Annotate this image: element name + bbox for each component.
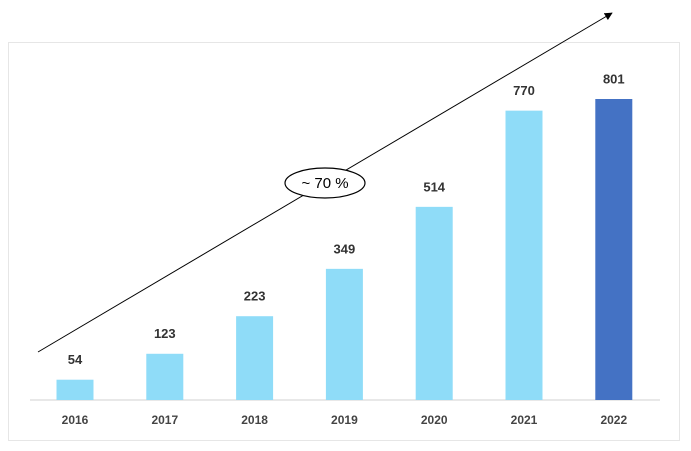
bar [505,110,543,401]
x-tick-label: 2022 [600,413,627,427]
bar [56,379,94,400]
value-label: 349 [334,241,356,256]
x-tick-label: 2019 [331,413,358,427]
bar [415,206,453,400]
value-label: 223 [244,289,266,304]
x-tick-label: 2017 [151,413,178,427]
annotation-ellipse [284,167,366,199]
bar [236,316,274,400]
x-tick-label: 2016 [62,413,89,427]
bar [595,99,633,400]
value-label: 54 [68,352,83,367]
bar [146,353,184,400]
x-tick-label: 2021 [511,413,538,427]
bars: 54 2016 123 2017 223 2018 349 2019 514 2020 770 202… [56,71,633,427]
value-label: 770 [513,83,535,98]
annotation: ~ 70 % [301,175,348,192]
value-label: 801 [603,71,625,86]
value-label: 514 [423,179,445,194]
x-tick-label: 2020 [421,413,448,427]
x-tick-label: 2018 [241,413,268,427]
bar [325,268,363,400]
value-label: 123 [154,326,176,341]
